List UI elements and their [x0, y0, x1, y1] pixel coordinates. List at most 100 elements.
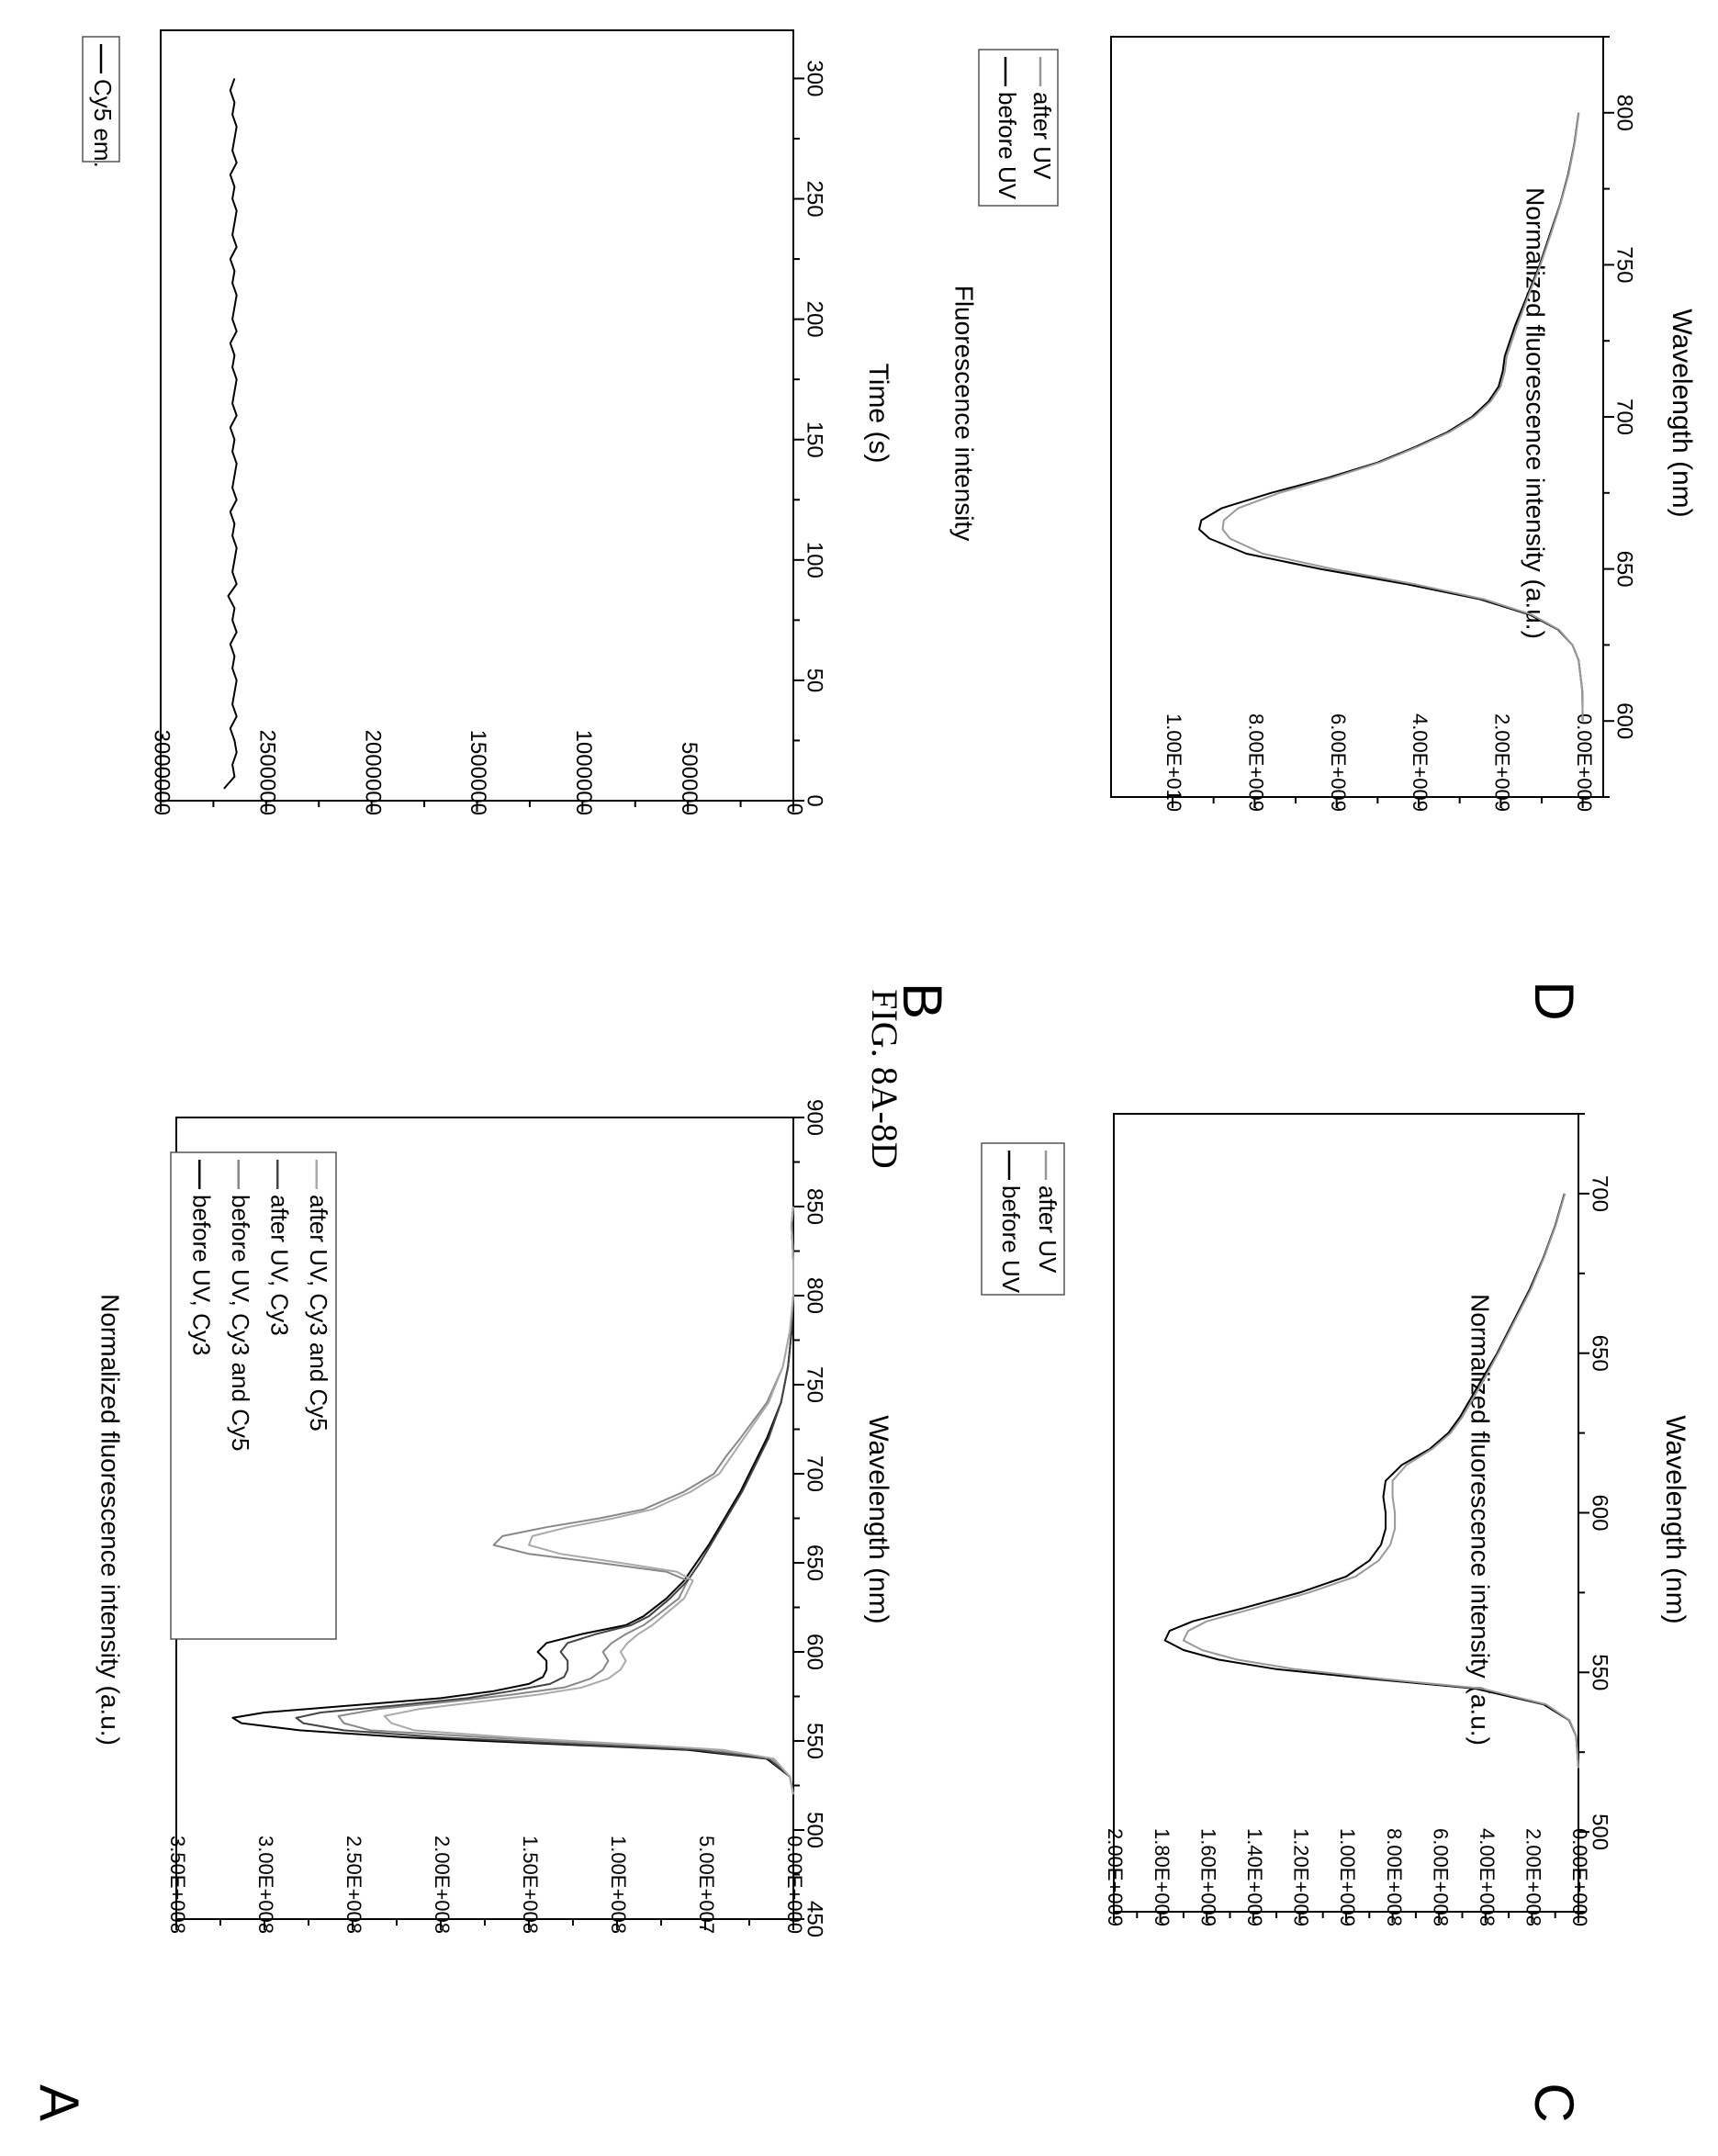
figure-title: FIG. 8A-8D — [864, 989, 905, 1169]
y-tick-label-C: 8.00E+008 — [1383, 1828, 1406, 1926]
y-tick-label-C: 6.00E+008 — [1429, 1828, 1452, 1926]
x-tick-label-C: 500 — [1588, 1814, 1612, 1850]
y-tick-label-A: 1.00E+008 — [607, 1836, 630, 1934]
y-tick-label-A: 2.00E+008 — [431, 1836, 454, 1934]
series-line-B-0 — [223, 78, 238, 790]
x-tick-label-B: 150 — [803, 421, 827, 458]
x-tick-label-B: 100 — [803, 542, 827, 578]
x-tick-label-D: 800 — [1612, 95, 1637, 131]
panel-D: 600 650 700 750 800 0.00E+000 2.00E+009 4.00E+0… — [978, 36, 1697, 1021]
x-tick-label-D: 750 — [1612, 246, 1637, 283]
legend-box-C — [981, 1142, 1065, 1296]
y-tick-label-C: 1.80E+009 — [1151, 1828, 1173, 1926]
series-line-A-1 — [337, 1206, 794, 1795]
panel-letter-D: D — [1523, 981, 1585, 1020]
y-axis-title-A: Normalized fluorescence intensity (a.u.) — [96, 1294, 125, 1746]
legend-A: before UV, Cy3 before UV, Cy3 and Cy5 afte… — [170, 1151, 337, 1640]
y-tick-label-C: 2.00E+008 — [1522, 1828, 1545, 1926]
x-tick-label-A: 800 — [803, 1277, 827, 1314]
y-tick-label-A: 5.00E+007 — [695, 1836, 718, 1934]
legend-label-B-0: Cy5 em. — [89, 79, 117, 168]
x-axis-title-D: Wavelength (nm) — [1667, 309, 1697, 517]
x-tick-label-D: 650 — [1612, 551, 1637, 588]
x-tick-label-B: 200 — [803, 301, 827, 338]
x-tick-label-B: 300 — [803, 60, 827, 96]
y-tick-label-C: 0.00E+000 — [1568, 1828, 1591, 1926]
legend-label-D-0: before UV — [994, 92, 1021, 200]
legend-label-C-1: after UV — [1034, 1185, 1061, 1274]
x-tick-label-C: 600 — [1588, 1494, 1612, 1531]
legend-B: Cy5 em. — [82, 36, 120, 168]
y-tick-label-C: 1.60E+009 — [1196, 1828, 1219, 1926]
y-tick-label-C: 1.20E+009 — [1290, 1828, 1313, 1926]
legend-D: before UV after UV — [978, 49, 1059, 207]
legend-label-A-3: after UV, Cy3 and Cy5 — [305, 1195, 332, 1432]
series-line-C-1 — [1182, 1193, 1579, 1769]
plot-frame-C — [1113, 1113, 1579, 1913]
x-tick-label-A: 500 — [803, 1812, 827, 1848]
panel-letter-B: B — [892, 983, 953, 1019]
x-tick-label-A: 850 — [803, 1188, 827, 1225]
x-tick-label-A: 700 — [803, 1455, 827, 1492]
y-tick-label-A: 3.50E+008 — [166, 1836, 189, 1934]
panel-C: 500 550 600 650 700 0.00E+000 2.00E+008 4.00E+0… — [981, 1113, 1690, 2123]
legend-box-D — [978, 49, 1059, 207]
x-axis-title-C: Wavelength (nm) — [1660, 1415, 1690, 1623]
x-tick-label-C: 550 — [1588, 1654, 1612, 1690]
x-tick-label-B: 250 — [803, 181, 827, 218]
x-tick-label-A: 750 — [803, 1366, 827, 1403]
x-tick-label-D: 600 — [1612, 702, 1637, 739]
x-tick-label-A: 600 — [803, 1634, 827, 1670]
x-tick-label-A: 900 — [803, 1099, 827, 1136]
y-tick-label-C: 2.00E+009 — [1104, 1828, 1127, 1926]
y-tick-label-A: 1.50E+008 — [519, 1836, 542, 1934]
plot-frame-B — [160, 29, 794, 802]
legend-label-A-1: before UV, Cy3 and Cy5 — [227, 1195, 254, 1451]
x-tick-label-D: 700 — [1612, 399, 1637, 435]
y-tick-label-B: 500000 — [677, 742, 702, 815]
series-line-D-1 — [1221, 112, 1584, 722]
x-tick-label-A: 650 — [803, 1544, 827, 1581]
series-line-C-0 — [1163, 1193, 1579, 1769]
series-line-A-3 — [383, 1206, 794, 1795]
y-tick-label-B: 2000000 — [360, 730, 385, 815]
legend-label-A-2: after UV, Cy3 — [265, 1195, 293, 1336]
x-tick-label-B: 0 — [803, 794, 827, 806]
y-tick-label-B: 0 — [782, 803, 807, 815]
y-tick-label-C: 1.40E+009 — [1243, 1828, 1266, 1926]
y-tick-label-B: 1500000 — [466, 730, 490, 815]
x-tick-label-C: 650 — [1588, 1335, 1612, 1372]
legend-label-D-1: after UV — [1028, 92, 1056, 180]
panel-A: 450 500 550 600 650 700 750 800 850 900 0.00E+000 5… — [28, 1099, 893, 2121]
panel-B: 0 50 100 150 200 250 300 0 500000 1000000 1500000 2… — [82, 29, 979, 1019]
y-tick-label-D: 4.00E+009 — [1409, 713, 1432, 812]
legend-box-A — [170, 1151, 337, 1640]
y-tick-label-B: 2500000 — [254, 730, 279, 815]
x-tick-label-B: 50 — [803, 668, 827, 693]
y-tick-label-D: 6.00E+009 — [1327, 713, 1350, 812]
y-axis-title-B: Fluorescence intensity — [950, 286, 979, 542]
y-tick-label-A: 0.00E+000 — [783, 1836, 806, 1934]
y-axis-title-C: Normalized fluorescence intensity (a.u.) — [1466, 1294, 1495, 1746]
y-tick-label-D: 2.00E+009 — [1491, 713, 1514, 812]
y-tick-label-D: 8.00E+009 — [1245, 713, 1268, 812]
x-tick-label-A: 550 — [803, 1723, 827, 1759]
panel-letter-C: C — [1523, 2083, 1585, 2122]
y-tick-label-D: 1.00E+010 — [1162, 713, 1185, 812]
legend-C: before UV after UV — [981, 1142, 1065, 1296]
y-axis-title-D: Normalized fluorescence intensity (a.u.) — [1521, 187, 1550, 639]
y-tick-label-D: 0.00E+000 — [1573, 713, 1596, 812]
y-tick-label-A: 2.50E+008 — [342, 1836, 365, 1934]
series-line-A-2 — [295, 1206, 794, 1795]
x-tick-label-C: 700 — [1588, 1175, 1612, 1212]
x-tick-label-A: 450 — [803, 1901, 827, 1937]
y-tick-label-C: 1.00E+009 — [1336, 1828, 1359, 1926]
legend-label-A-0: before UV, Cy3 — [187, 1195, 215, 1355]
y-tick-label-C: 4.00E+008 — [1476, 1828, 1499, 1926]
x-axis-title-A: Wavelength (nm) — [863, 1415, 893, 1623]
panel-letter-A: A — [28, 2084, 90, 2121]
x-axis-title-B: Time (s) — [863, 364, 893, 464]
y-tick-label-B: 1000000 — [571, 730, 596, 815]
y-tick-label-B: 3000000 — [150, 730, 174, 815]
